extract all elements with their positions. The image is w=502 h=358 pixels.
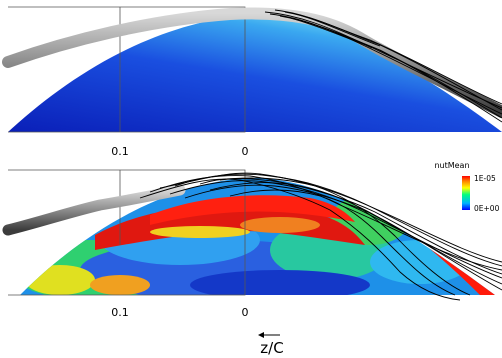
bottom-axis-frame	[8, 169, 246, 296]
top-tick-label-0: 0	[242, 145, 249, 158]
bottom-vortex-tube	[2, 184, 186, 236]
colorbar: nutMean 1E-05 0E+00	[434, 161, 499, 213]
colorbar-gradient	[462, 176, 470, 210]
bottom-panel: 0.1 0	[2, 169, 502, 319]
bottom-streamlines	[139, 172, 502, 301]
colorbar-min-label: 0E+00	[474, 204, 500, 213]
arrow-head-icon	[258, 332, 264, 338]
colorbar-title: nutMean	[434, 161, 469, 170]
bottom-tick-label-0: 0	[242, 306, 249, 319]
top-streamlines	[264, 9, 502, 123]
direction-axis-label: z/C	[260, 339, 283, 357]
colorbar-max-label: 1E-05	[474, 174, 496, 183]
top-wing-surface	[8, 14, 502, 133]
top-panel: 0.1 0	[2, 6, 502, 158]
top-axis-frame	[8, 6, 246, 133]
direction-indicator: z/C	[258, 332, 284, 357]
top-tick-label-0.1: 0.1	[111, 145, 129, 158]
bottom-tick-label-0.1: 0.1	[111, 306, 129, 319]
